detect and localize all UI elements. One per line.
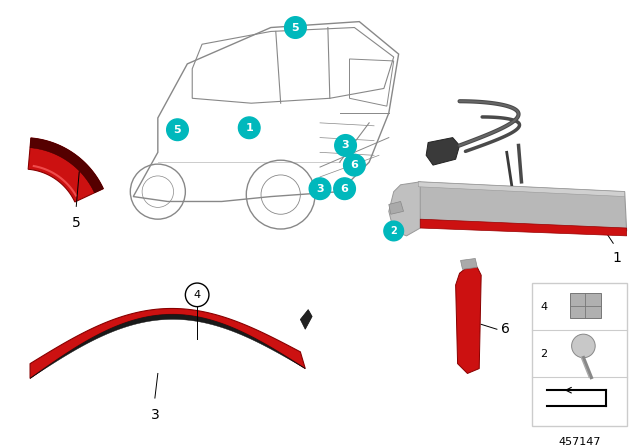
- Circle shape: [384, 221, 404, 241]
- Polygon shape: [300, 310, 312, 329]
- Text: 1: 1: [612, 250, 621, 265]
- Polygon shape: [419, 182, 627, 231]
- Bar: [570, 293, 601, 319]
- Text: 4: 4: [193, 290, 201, 300]
- Text: 6: 6: [501, 322, 509, 336]
- Polygon shape: [28, 138, 103, 202]
- Circle shape: [335, 135, 356, 156]
- Text: 6: 6: [340, 184, 349, 194]
- Circle shape: [309, 178, 331, 199]
- Text: 5: 5: [173, 125, 181, 135]
- Text: 4: 4: [540, 302, 547, 312]
- Text: 5: 5: [72, 216, 81, 230]
- Polygon shape: [419, 182, 625, 197]
- Bar: [532, 283, 627, 426]
- Polygon shape: [30, 314, 305, 379]
- Text: 3: 3: [316, 184, 324, 194]
- Text: 3: 3: [150, 408, 159, 422]
- Circle shape: [285, 17, 307, 39]
- Text: 3: 3: [342, 141, 349, 151]
- Text: 6: 6: [351, 160, 358, 170]
- Polygon shape: [30, 138, 103, 193]
- Circle shape: [572, 334, 595, 358]
- Polygon shape: [461, 258, 477, 269]
- Text: 457147: 457147: [558, 437, 601, 448]
- Circle shape: [333, 178, 355, 199]
- Circle shape: [239, 117, 260, 138]
- Polygon shape: [30, 309, 305, 379]
- Polygon shape: [388, 182, 420, 236]
- Circle shape: [344, 154, 365, 176]
- Polygon shape: [388, 202, 404, 214]
- Polygon shape: [426, 138, 460, 165]
- Circle shape: [166, 119, 188, 141]
- Polygon shape: [420, 219, 627, 236]
- Polygon shape: [456, 265, 481, 374]
- Text: 2: 2: [390, 226, 397, 236]
- Text: 5: 5: [292, 22, 300, 33]
- Text: 1: 1: [245, 123, 253, 133]
- Text: 2: 2: [540, 349, 547, 359]
